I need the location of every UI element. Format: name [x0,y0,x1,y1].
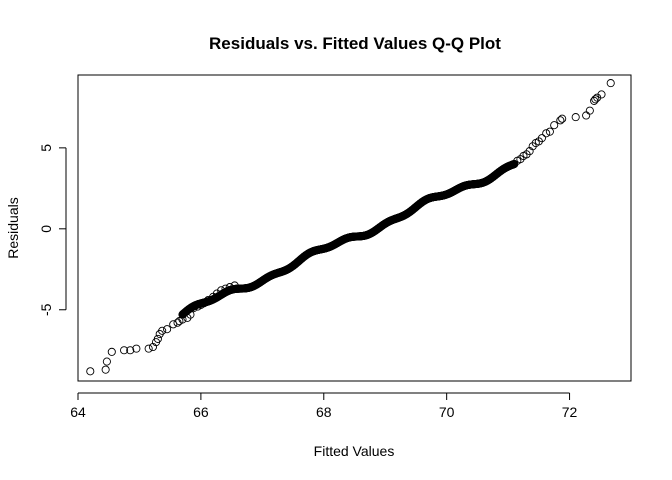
data-point [606,79,615,88]
x-tick-label: 72 [562,404,578,420]
data-point [132,344,141,353]
data-points [86,79,615,376]
y-tick-label: 0 [38,225,54,233]
data-point [582,111,591,120]
data-point [537,134,546,143]
x-tick-label: 64 [70,404,86,420]
x-axis-label: Fitted Values [314,443,395,459]
chart-title: Residuals vs. Fitted Values Q-Q Plot [209,34,501,53]
data-point [556,116,565,125]
data-point [102,357,111,366]
data-point [163,325,172,334]
data-point [120,346,129,355]
data-point [585,106,594,115]
data-point [126,346,135,355]
x-tick-label: 66 [193,404,209,420]
data-point [169,320,178,329]
data-point [86,367,95,376]
data-point [158,326,167,335]
y-axis-label: Residuals [5,197,21,258]
y-axis: -5 0 5 [38,144,67,316]
y-tick-label: 5 [38,144,54,152]
data-point [101,365,110,374]
data-point [550,121,559,130]
plot-frame [77,74,632,382]
data-point [545,127,554,136]
data-point [542,129,551,138]
y-tick-label: -5 [38,303,54,316]
data-point [597,90,606,99]
data-point [558,114,567,123]
data-point [591,95,600,104]
x-tick-label: 68 [316,404,332,420]
data-point [144,344,153,353]
x-tick-label: 70 [439,404,455,420]
data-point [107,347,116,356]
x-axis: 64 66 68 70 72 [70,392,578,420]
data-point [571,113,580,122]
data-point [153,334,162,343]
